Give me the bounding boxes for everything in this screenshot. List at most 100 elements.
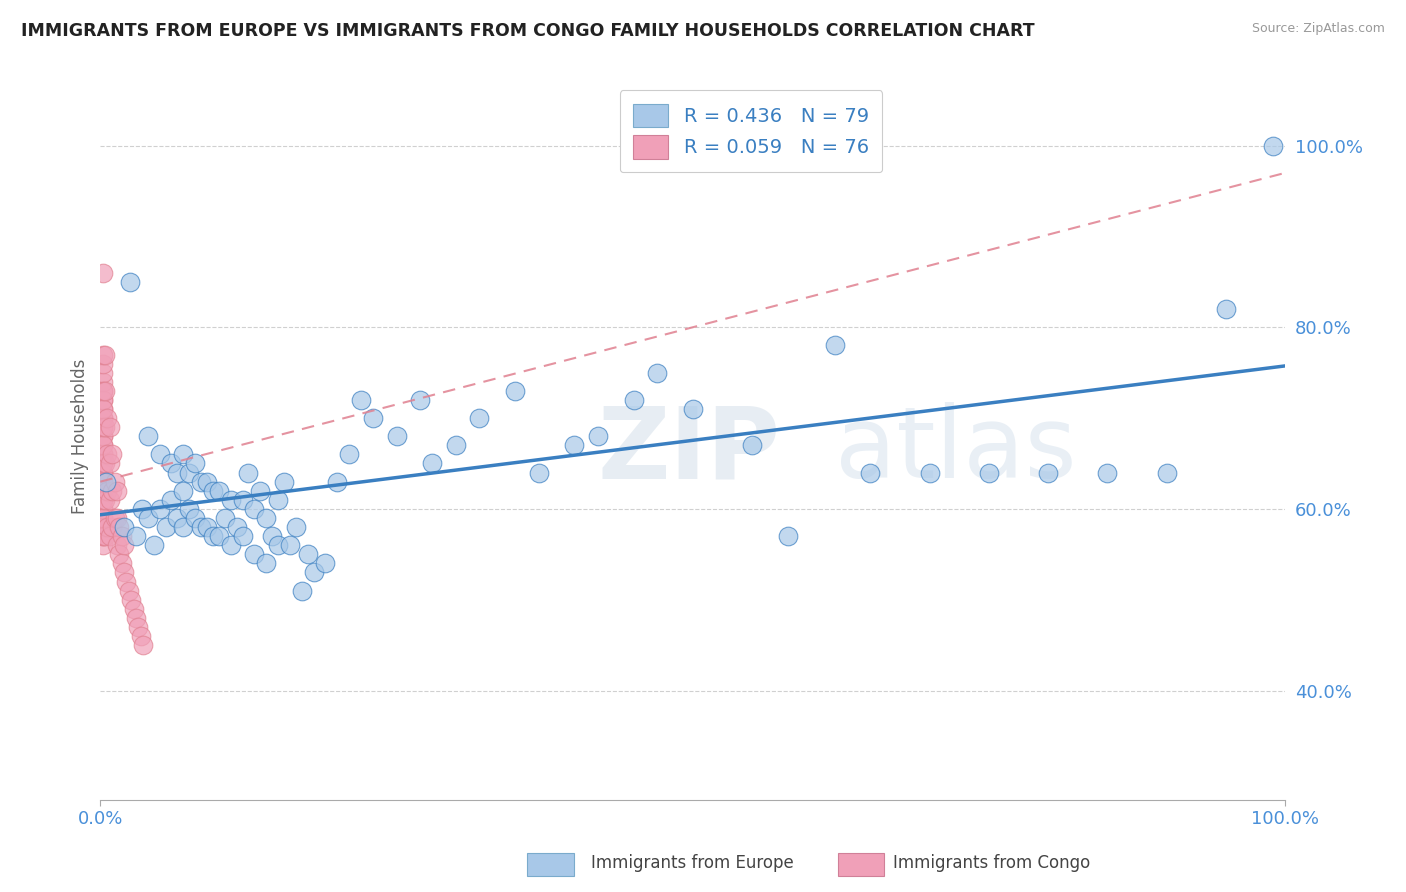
Point: [91, 466, 114, 480]
Point: [645, 366, 668, 380]
Point: [623, 392, 645, 407]
Text: Immigrants from Congo: Immigrants from Congo: [893, 855, 1090, 872]
Point: [149, 447, 172, 461]
Point: [231, 492, 253, 507]
Point: [190, 475, 212, 489]
Point: [741, 438, 763, 452]
Point: [105, 538, 128, 552]
Point: [208, 529, 231, 543]
Point: [302, 566, 325, 580]
Point: [129, 629, 152, 643]
Point: [172, 483, 194, 498]
Point: [118, 583, 141, 598]
Text: Source: ZipAtlas.com: Source: ZipAtlas.com: [1251, 22, 1385, 36]
Point: [91, 384, 114, 398]
Point: [96, 411, 118, 425]
Point: [409, 392, 432, 407]
Point: [284, 520, 307, 534]
Point: [91, 511, 114, 525]
Text: Immigrants from Europe: Immigrants from Europe: [591, 855, 793, 872]
Point: [91, 466, 114, 480]
Point: [136, 511, 159, 525]
Point: [195, 520, 218, 534]
Point: [278, 538, 301, 552]
Point: [91, 475, 114, 489]
Point: [101, 483, 124, 498]
Point: [201, 529, 224, 543]
Point: [1038, 466, 1060, 480]
Point: [444, 438, 467, 452]
Point: [503, 384, 526, 398]
Point: [98, 492, 121, 507]
Point: [291, 583, 314, 598]
Point: [120, 592, 142, 607]
Point: [195, 475, 218, 489]
Point: [238, 466, 260, 480]
Point: [527, 466, 550, 480]
Point: [91, 402, 114, 417]
Point: [91, 429, 114, 443]
Point: [91, 375, 114, 389]
Point: [201, 483, 224, 498]
Text: atlas: atlas: [835, 402, 1077, 500]
Point: [361, 411, 384, 425]
Point: [96, 447, 118, 461]
Point: [125, 611, 148, 625]
Point: [166, 511, 188, 525]
Point: [91, 392, 114, 407]
Point: [586, 429, 609, 443]
Point: [91, 502, 114, 516]
Point: [91, 511, 114, 525]
Point: [108, 520, 131, 534]
Point: [118, 275, 141, 289]
Point: [267, 538, 290, 552]
Point: [682, 402, 704, 417]
Point: [96, 475, 118, 489]
Point: [1215, 302, 1237, 317]
Point: [91, 457, 114, 471]
Point: [101, 447, 124, 461]
Point: [94, 420, 117, 434]
Point: [468, 411, 491, 425]
Point: [91, 492, 114, 507]
Point: [385, 429, 408, 443]
Point: [94, 529, 117, 543]
Point: [94, 457, 117, 471]
Point: [91, 420, 114, 434]
Point: [91, 447, 114, 461]
Point: [160, 457, 183, 471]
Point: [131, 502, 153, 516]
Point: [91, 520, 114, 534]
Point: [1097, 466, 1119, 480]
Point: [127, 620, 149, 634]
Point: [111, 529, 134, 543]
Point: [249, 483, 271, 498]
Point: [122, 602, 145, 616]
Point: [132, 638, 155, 652]
Point: [94, 384, 117, 398]
Point: [262, 529, 284, 543]
Point: [125, 529, 148, 543]
Point: [776, 529, 799, 543]
Point: [562, 438, 585, 452]
Point: [420, 457, 443, 471]
Point: [824, 338, 846, 352]
Point: [112, 520, 135, 534]
Point: [208, 483, 231, 498]
Point: [91, 366, 114, 380]
Point: [91, 438, 114, 452]
Point: [115, 574, 138, 589]
Point: [94, 347, 117, 361]
Point: [91, 483, 114, 498]
Point: [219, 538, 242, 552]
Point: [98, 529, 121, 543]
Point: [142, 538, 165, 552]
Point: [96, 483, 118, 498]
Point: [91, 529, 114, 543]
Point: [103, 475, 125, 489]
Point: [1156, 466, 1178, 480]
Point: [859, 466, 882, 480]
Point: [254, 557, 277, 571]
Point: [184, 511, 207, 525]
Point: [112, 538, 135, 552]
